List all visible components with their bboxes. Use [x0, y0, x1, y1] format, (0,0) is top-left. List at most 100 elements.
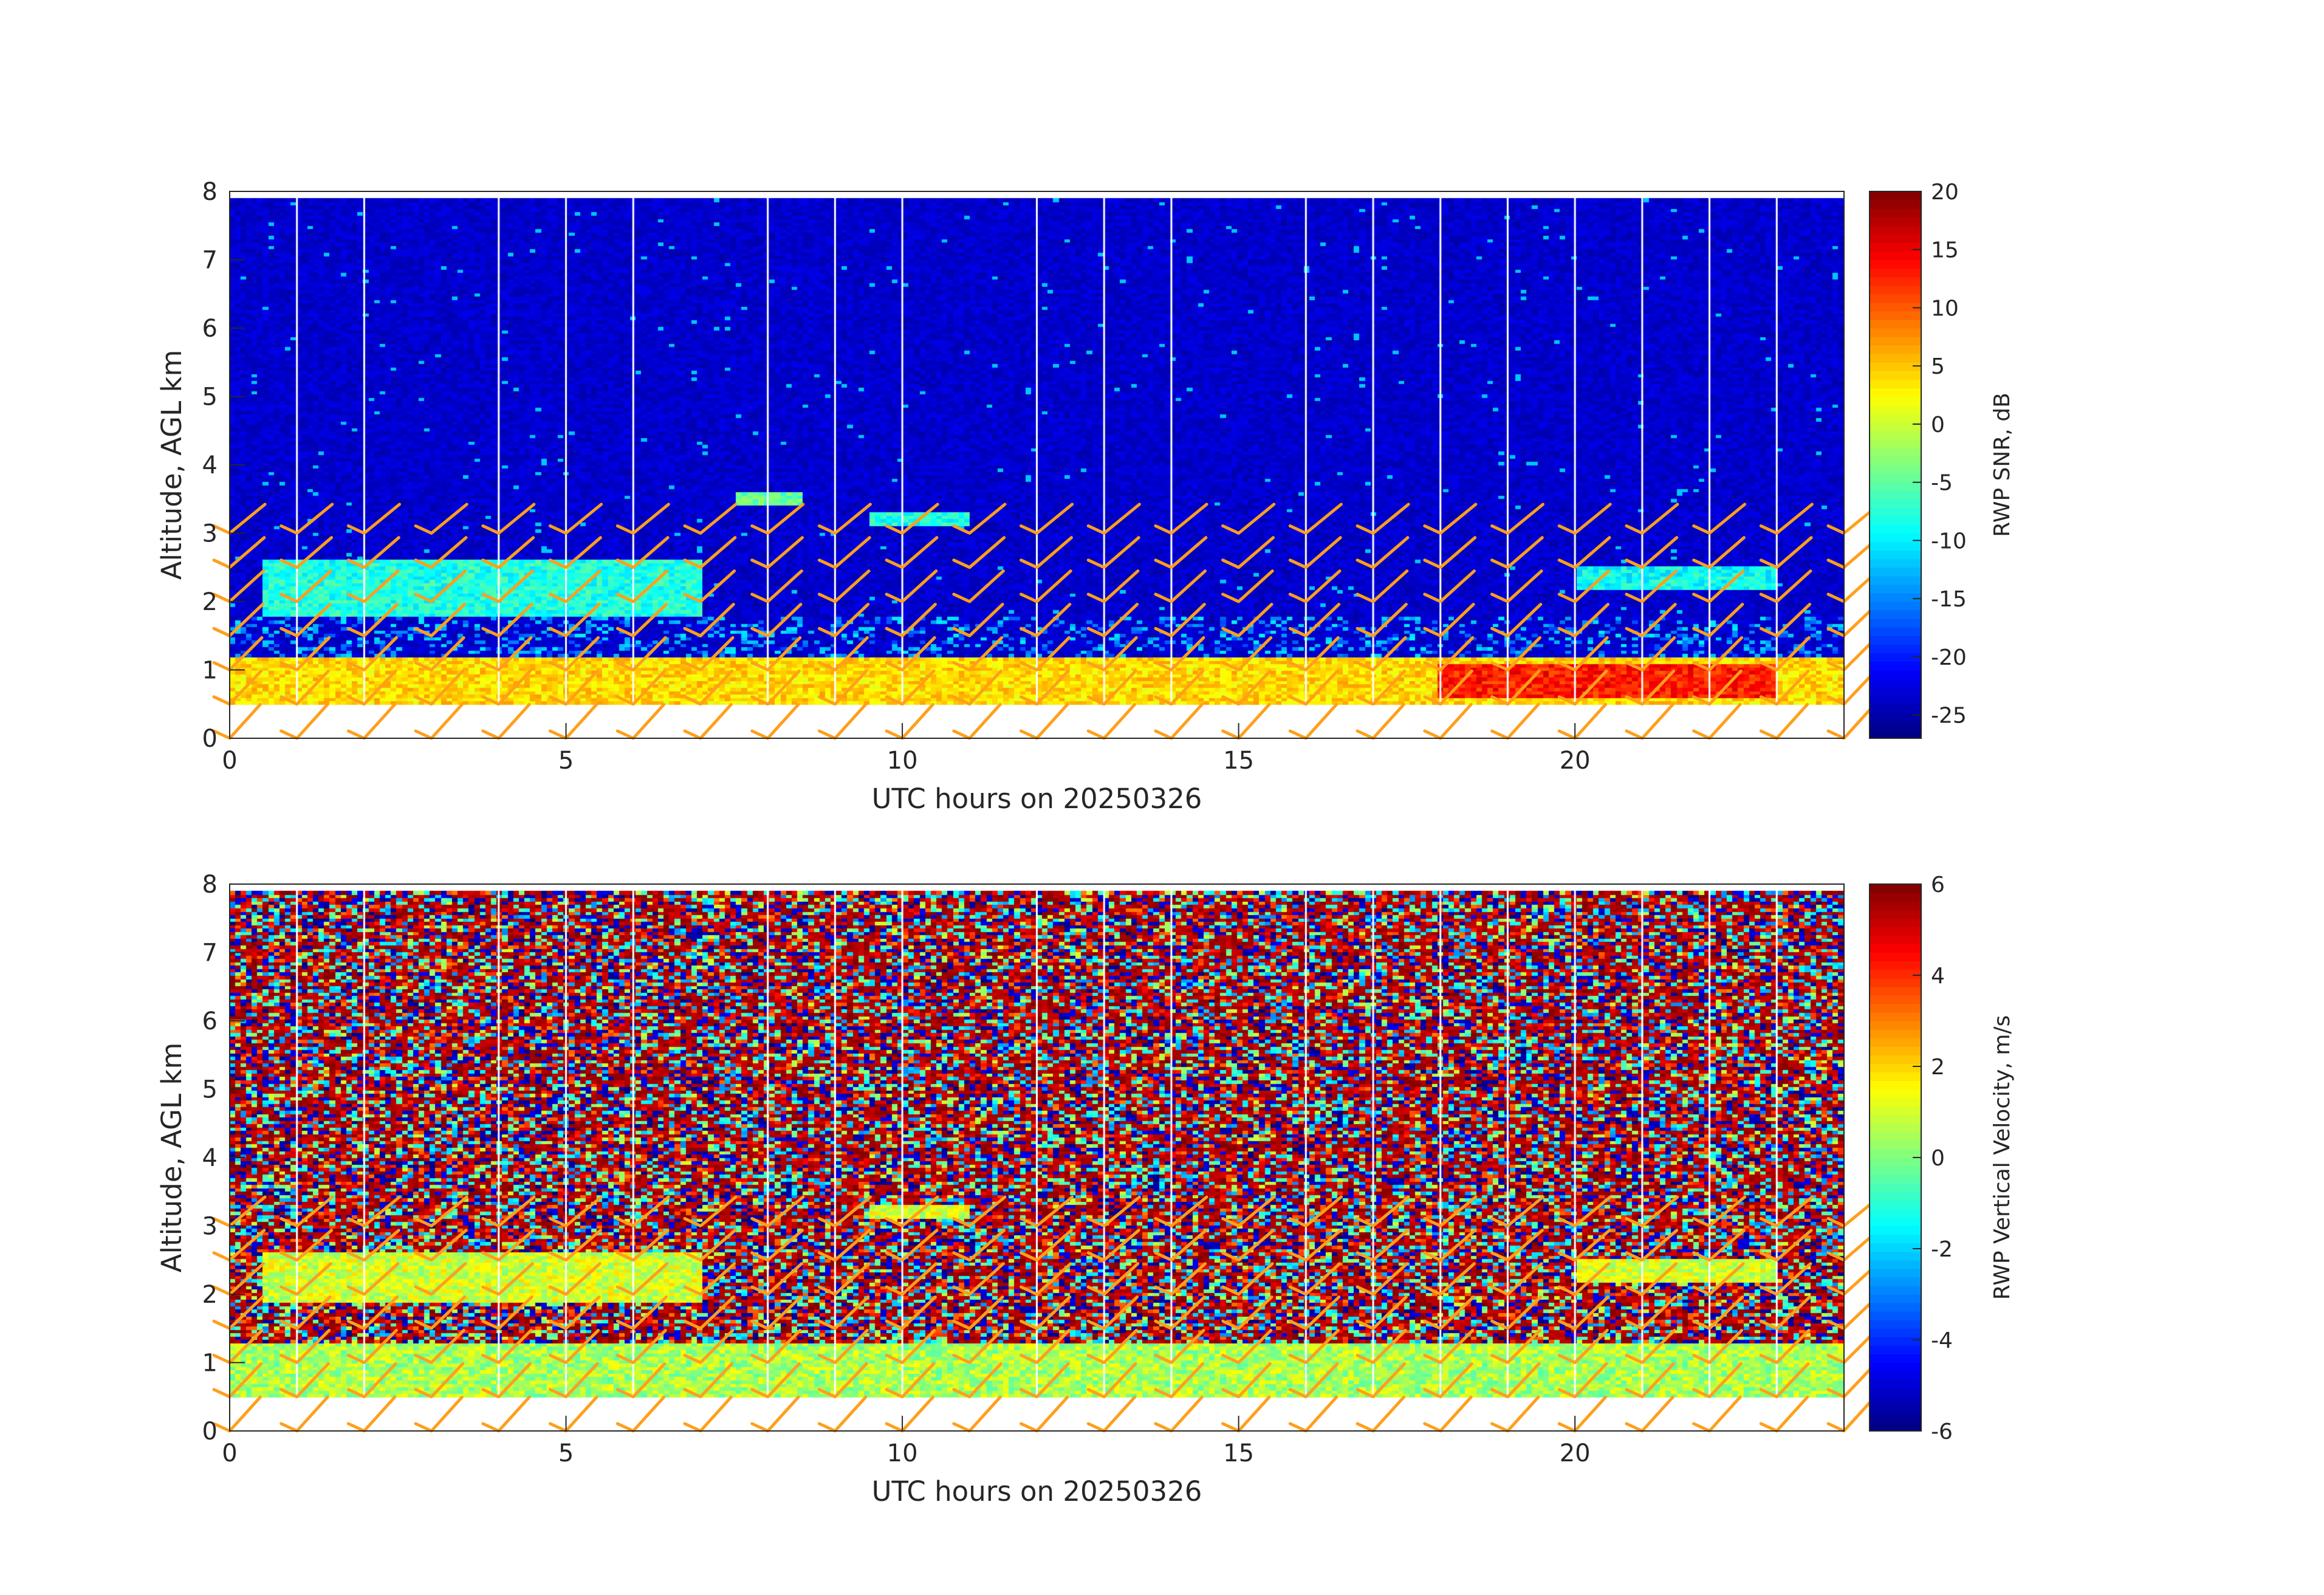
colorbar-segment	[1870, 653, 1921, 662]
wind-barb	[817, 702, 868, 740]
wind-barb	[481, 702, 531, 740]
wind-barb	[1154, 1362, 1205, 1399]
wind-barb	[1692, 569, 1745, 603]
colorbar-segment	[1870, 465, 1921, 474]
y-tick-label: 7	[202, 247, 218, 275]
wind-barb	[885, 1262, 938, 1296]
wind-barb	[952, 702, 1002, 740]
wind-barb	[1288, 603, 1341, 637]
colorbar-segment	[1870, 978, 1921, 987]
y-tick-label: 1	[202, 657, 218, 685]
wind-barb	[1423, 1262, 1476, 1296]
colorbar-tick-label: -6	[1931, 1419, 1953, 1444]
y-tick-label: 8	[202, 871, 218, 899]
wind-barb	[615, 603, 668, 637]
wind-barb	[1557, 1329, 1609, 1364]
wind-barb	[1221, 1362, 1272, 1399]
wind-barb	[750, 1329, 802, 1364]
wind-barb	[1423, 536, 1477, 569]
wind-barb	[1086, 536, 1140, 569]
wind-barb	[414, 1195, 468, 1227]
colorbar-segment	[1870, 1371, 1921, 1381]
wind-barb	[1288, 1195, 1343, 1227]
wind-barb	[885, 569, 938, 603]
wind-barb	[750, 702, 800, 740]
wind-barb	[1356, 636, 1407, 671]
colorbar-segment	[1870, 1097, 1921, 1107]
x-tick-label: 5	[558, 1439, 574, 1467]
colorbar-segment	[1870, 524, 1921, 534]
wind-barb	[414, 1329, 465, 1364]
wind-barb	[549, 1329, 600, 1364]
colorbar-segment	[1870, 379, 1921, 389]
colorbar-segment	[1870, 602, 1921, 611]
colorbar-tick-label: -15	[1931, 587, 1967, 612]
wind-barb	[1154, 1195, 1208, 1227]
wind-barb	[1221, 1229, 1275, 1262]
colorbar-segment	[1870, 1337, 1921, 1346]
colorbar-segment	[1870, 1003, 1921, 1013]
colorbar-segment	[1870, 516, 1921, 526]
wind-barb	[279, 1229, 334, 1262]
colorbar-segment	[1870, 704, 1921, 713]
wind-barb	[952, 1295, 1004, 1330]
wind-barb	[1490, 603, 1543, 637]
wind-barb	[1490, 1295, 1543, 1330]
wind-barb	[1288, 702, 1339, 740]
wind-barb	[212, 1295, 264, 1330]
wind-barb	[346, 603, 399, 637]
wind-barb	[1423, 636, 1475, 671]
wind-barb	[615, 1262, 669, 1296]
wind-barb	[615, 503, 670, 535]
wind-barb	[683, 1395, 733, 1433]
wind-barb	[346, 536, 400, 569]
colorbar-segment	[1870, 986, 1921, 996]
y-tick-label: 5	[202, 1076, 218, 1104]
wind-barb	[817, 1262, 871, 1296]
colorbar-segment	[1870, 1217, 1921, 1227]
colorbar-segment	[1870, 507, 1921, 516]
colorbar-tick-label: -4	[1931, 1328, 1953, 1353]
wind-barb	[1288, 536, 1342, 569]
wind-barb	[1557, 1262, 1611, 1296]
colorbar-segment	[1870, 337, 1921, 346]
colorbar-segment	[1870, 1379, 1921, 1389]
wind-barb	[1086, 603, 1139, 637]
colorbar-segment	[1870, 567, 1921, 577]
wind-barb	[1692, 1262, 1745, 1296]
y-tick-label: 0	[202, 1418, 218, 1446]
colorbar-segment	[1870, 499, 1921, 508]
wind-barb	[1423, 569, 1476, 603]
wind-barb	[615, 636, 667, 671]
wind-barb	[1154, 536, 1208, 569]
colorbar-tick-label: 2	[1931, 1055, 1945, 1080]
colorbar-segment	[1870, 1131, 1921, 1141]
colorbar-segment	[1870, 1311, 1921, 1320]
wind-barb	[1154, 702, 1204, 740]
wind-barb	[549, 702, 598, 740]
wind-barb	[481, 1395, 531, 1433]
colorbar-segment	[1870, 1328, 1921, 1337]
colorbar-segment	[1870, 422, 1921, 431]
colorbar-segment	[1870, 1046, 1921, 1055]
colorbar-segment	[1870, 918, 1921, 927]
colorbar-segment	[1870, 362, 1921, 371]
colorbar-segment	[1870, 396, 1921, 406]
wind-barb	[1423, 669, 1473, 706]
wind-barb	[212, 1262, 266, 1296]
wind-barb	[1557, 1395, 1607, 1433]
colorbar-segment	[1870, 1285, 1921, 1295]
colorbar-segment	[1870, 952, 1921, 962]
colorbar-segment	[1870, 1114, 1921, 1124]
wind-barb	[885, 702, 934, 740]
wind-barb	[212, 569, 266, 603]
wind-barb	[1288, 569, 1342, 603]
x-tick-label: 15	[1223, 747, 1254, 775]
colorbar-segment	[1870, 901, 1921, 910]
wind-barb	[683, 503, 738, 535]
colorbar-tick-label: -20	[1931, 645, 1967, 670]
wind-barb	[414, 1229, 468, 1262]
colorbar-segment	[1870, 1021, 1921, 1030]
wind-barb	[1086, 702, 1136, 740]
wind-barb	[1020, 636, 1071, 671]
